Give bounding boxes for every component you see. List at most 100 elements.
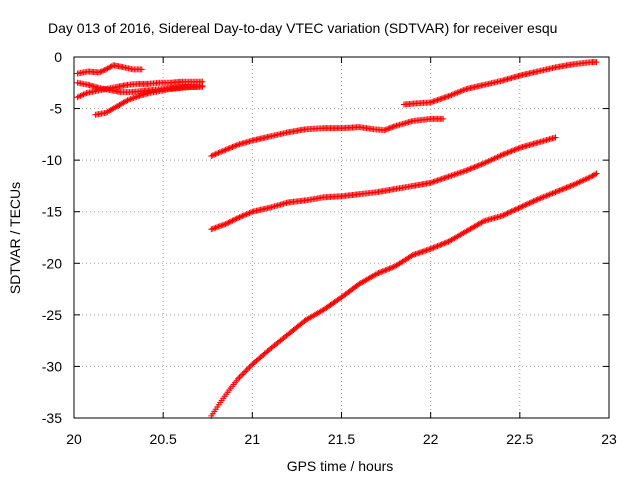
data-point: [389, 124, 396, 131]
data-point: [379, 268, 386, 275]
data-point: [223, 220, 230, 227]
series-track-6: [400, 59, 600, 108]
data-point: [509, 207, 516, 214]
data-point: [372, 271, 379, 278]
data-point: [533, 196, 540, 203]
data-point: [507, 209, 514, 216]
data-point: [385, 266, 392, 273]
data-point: [444, 239, 451, 246]
data-point: [242, 211, 249, 218]
data-point: [434, 243, 441, 250]
data-point: [503, 150, 510, 157]
data-point: [508, 148, 515, 155]
data-point: [218, 222, 225, 229]
data-point: [236, 374, 243, 381]
data-point: [97, 68, 104, 75]
y-tick-label: -30: [42, 358, 62, 374]
data-point: [225, 219, 232, 226]
data-point: [243, 367, 250, 374]
series-track-3: [74, 78, 206, 101]
data-point: [571, 181, 578, 188]
series-track-5: [208, 115, 447, 160]
data-point: [374, 270, 381, 277]
data-point: [482, 159, 489, 166]
data-point: [475, 162, 482, 169]
data-point: [570, 181, 577, 188]
data-point: [525, 200, 532, 207]
x-axis-label: GPS time / hours: [287, 458, 394, 474]
data-point: [221, 221, 228, 228]
data-point: [577, 178, 584, 185]
data-point: [507, 148, 514, 155]
data-point: [574, 179, 581, 186]
data-point: [437, 241, 444, 248]
data-point: [445, 173, 452, 180]
data-point: [237, 372, 244, 379]
data-point: [499, 212, 505, 219]
data-point: [246, 364, 253, 371]
data-point: [138, 66, 145, 73]
data-point: [537, 195, 544, 202]
data-point: [229, 143, 236, 150]
data-point: [573, 180, 580, 187]
data-points: [74, 59, 600, 419]
data-point: [232, 142, 239, 149]
data-point: [383, 126, 390, 133]
y-tick-label: 0: [54, 49, 62, 65]
data-point: [228, 144, 235, 151]
data-point: [560, 185, 567, 192]
data-point: [435, 242, 442, 249]
data-point: [76, 93, 83, 100]
data-point: [390, 123, 397, 130]
data-point: [235, 214, 242, 221]
data-point: [222, 221, 229, 228]
data-point: [467, 165, 474, 172]
data-point: [226, 219, 233, 226]
data-point: [463, 167, 470, 174]
data-point: [452, 171, 459, 178]
data-point: [376, 269, 383, 276]
data-point: [512, 146, 519, 153]
data-point: [586, 174, 593, 181]
data-point: [472, 163, 479, 170]
data-point: [451, 171, 458, 178]
data-point: [582, 176, 589, 183]
data-point: [505, 209, 512, 216]
data-point: [501, 211, 508, 218]
data-point: [212, 224, 219, 231]
data-point: [208, 226, 215, 233]
x-tick-label: 20: [66, 431, 82, 447]
data-point: [245, 210, 252, 217]
data-point: [237, 213, 244, 220]
data-point: [493, 154, 500, 161]
data-point: [427, 245, 434, 252]
data-point: [593, 170, 600, 177]
data-point: [567, 183, 574, 190]
y-tick-label: -20: [42, 255, 62, 271]
data-point: [484, 158, 491, 165]
data-point: [566, 183, 573, 190]
data-point: [387, 124, 394, 131]
data-point: [389, 264, 396, 271]
x-tick-label: 20.5: [150, 431, 177, 447]
data-point: [563, 184, 570, 191]
data-point: [77, 92, 84, 99]
x-tick-label: 22: [423, 431, 439, 447]
data-point: [449, 91, 456, 98]
data-point: [381, 267, 388, 274]
data-point: [79, 92, 86, 99]
data-point: [529, 198, 536, 205]
data-point: [552, 189, 559, 196]
data-point: [222, 146, 229, 153]
data-point: [233, 215, 240, 222]
data-point: [460, 168, 467, 175]
data-point: [464, 166, 471, 173]
data-point: [546, 191, 553, 198]
data-point: [451, 90, 458, 97]
y-axis-label: SDTVAR / TECUs: [7, 182, 23, 294]
data-point: [585, 175, 592, 182]
data-point: [383, 266, 390, 273]
data-point: [551, 189, 558, 196]
data-point: [455, 88, 462, 95]
